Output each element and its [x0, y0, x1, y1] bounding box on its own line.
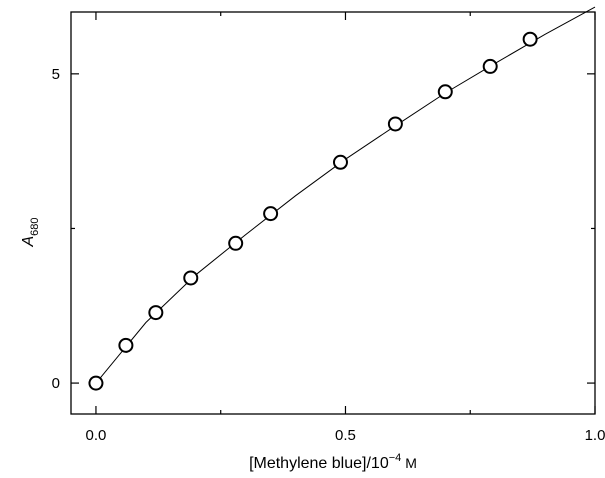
axis-ticks	[71, 12, 596, 414]
data-point	[118, 337, 134, 353]
plot-frame	[70, 11, 596, 415]
data-point	[88, 375, 104, 391]
y-axis-label: A680	[20, 217, 41, 247]
x-tick-label: 0.5	[335, 427, 356, 444]
data-point	[183, 270, 199, 286]
data-points	[88, 31, 538, 391]
data-point	[522, 31, 538, 47]
data-point	[332, 154, 348, 170]
data-point	[263, 206, 279, 222]
data-point	[437, 84, 453, 100]
tick-labels: 0.0 0.5 1.0 0 5	[52, 66, 605, 444]
x-axis-label: [Methylene blue]/10−4 M	[249, 452, 417, 472]
data-point	[148, 305, 164, 321]
data-point	[387, 116, 403, 132]
x-tick-label: 1.0	[585, 427, 605, 444]
data-point	[482, 58, 498, 74]
fit-curve	[95, 6, 596, 384]
y-axis-label-subscript: 680	[29, 217, 41, 235]
y-tick-label: 0	[52, 375, 60, 392]
x-axis-label-text: [Methylene blue]/10	[249, 455, 389, 472]
y-axis-label-text: A	[20, 236, 37, 248]
y-tick-label: 5	[52, 66, 60, 83]
x-tick-label: 0.0	[86, 427, 107, 444]
x-axis-label-unit: M	[405, 455, 417, 471]
x-axis-label-exponent: −4	[389, 452, 402, 464]
data-point	[228, 235, 244, 251]
